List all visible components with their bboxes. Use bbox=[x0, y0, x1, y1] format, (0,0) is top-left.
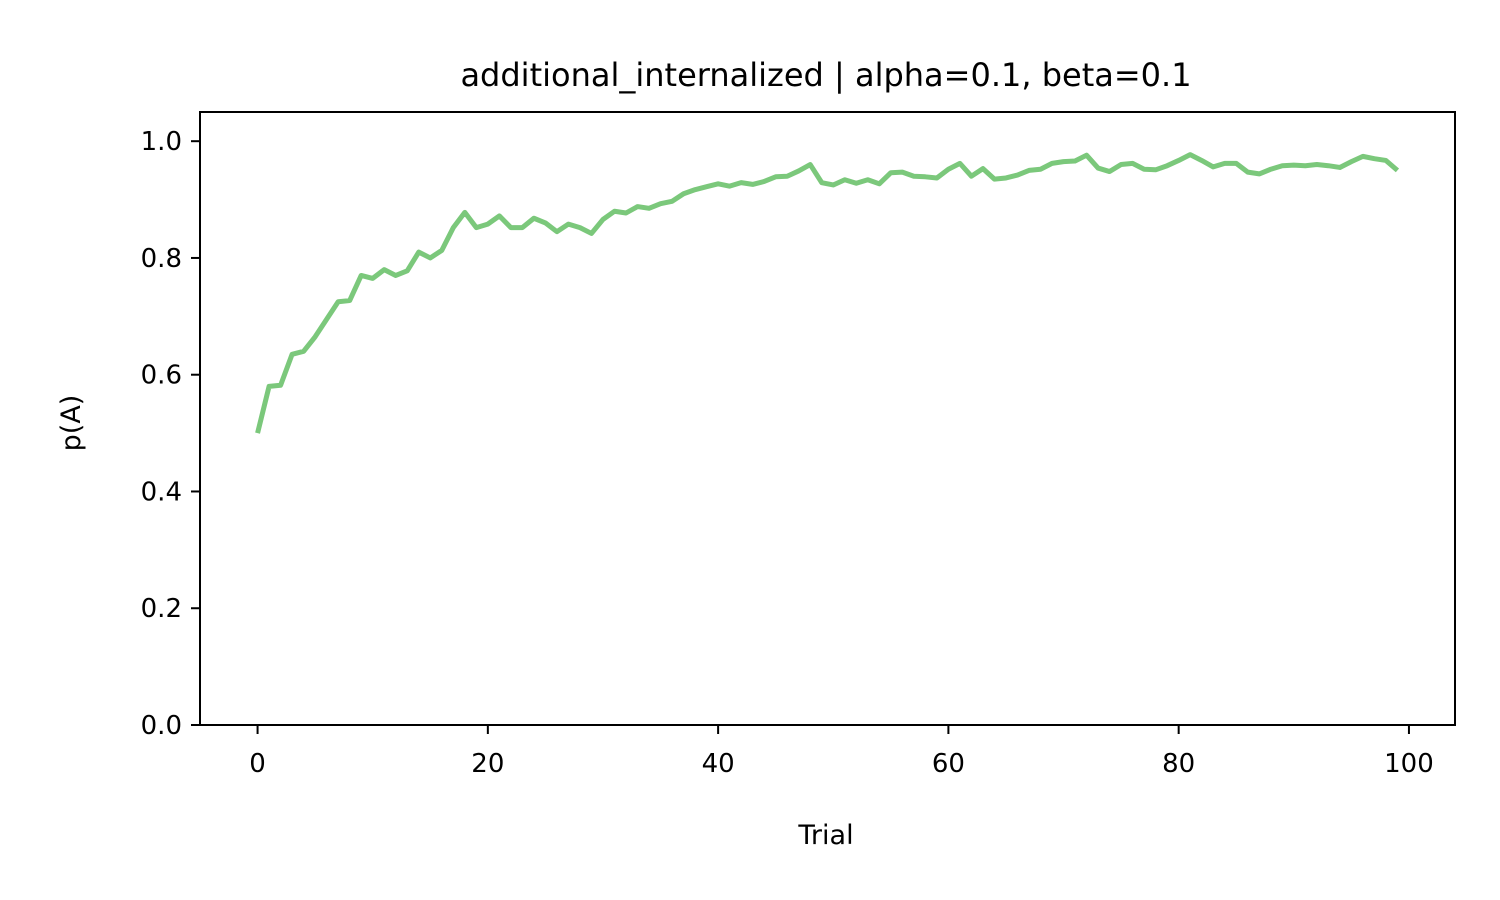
y-tick-label: 0.6 bbox=[141, 361, 182, 391]
axes-frame bbox=[199, 111, 1456, 726]
y-tick-label: 0.0 bbox=[141, 711, 182, 741]
x-tick-label: 100 bbox=[1384, 749, 1434, 779]
x-axis-label: Trial bbox=[797, 820, 853, 851]
y-tick-label: 0.4 bbox=[141, 477, 182, 507]
x-tick-label: 20 bbox=[471, 749, 504, 779]
x-tick-label: 60 bbox=[932, 749, 965, 779]
y-tick-label: 0.2 bbox=[141, 594, 182, 624]
y-tick-label: 1.0 bbox=[141, 127, 182, 157]
x-tick-label: 40 bbox=[702, 749, 735, 779]
y-tick-label: 0.8 bbox=[141, 244, 182, 274]
plot-area: 0 20 40 60 80 100 0.0 0.2 0.4 0.6 0.8 1.0 bbox=[141, 111, 1456, 779]
series-line-0 bbox=[255, 152, 1400, 434]
x-tick-label: 0 bbox=[249, 749, 266, 779]
chart-title: additional_internalized | alpha=0.1, bet… bbox=[460, 56, 1191, 94]
y-axis-label: p(A) bbox=[56, 395, 87, 452]
x-tick-label: 80 bbox=[1162, 749, 1195, 779]
